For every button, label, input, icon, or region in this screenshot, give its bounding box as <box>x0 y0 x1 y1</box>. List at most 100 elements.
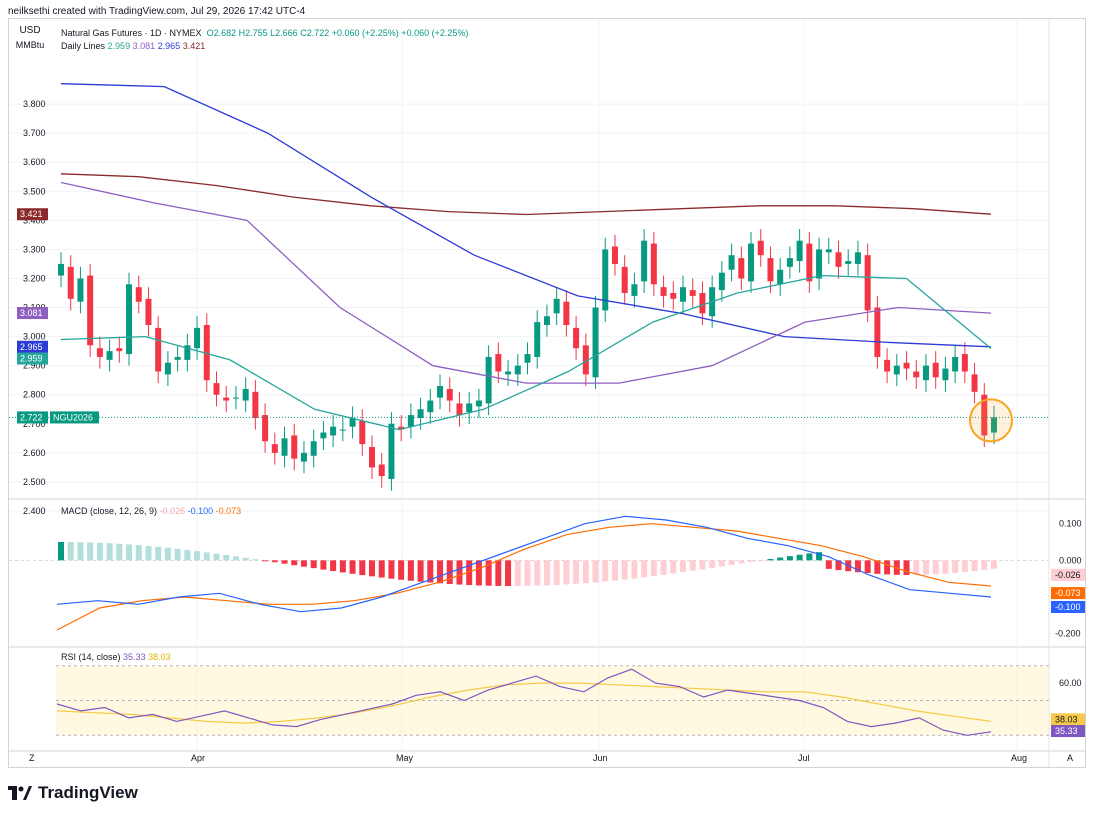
macd-histogram-bar <box>952 560 959 573</box>
macd-histogram-bar <box>981 560 988 570</box>
macd-histogram-bar <box>563 560 570 585</box>
macd-histogram-bar <box>388 560 395 579</box>
price-tick-label: 2.500 <box>23 477 46 487</box>
tag-ma-teal <box>17 352 48 365</box>
candle-body <box>543 316 550 325</box>
candle-body <box>194 327 201 349</box>
candle-body <box>602 249 609 311</box>
chart-attribution: neilksethi created with TradingView.com,… <box>8 6 306 17</box>
candle-body <box>339 429 346 431</box>
candle-body <box>884 359 891 372</box>
macd-histogram-bar <box>291 560 298 566</box>
macd-histogram-bar <box>339 560 346 573</box>
candle-body <box>203 324 210 381</box>
line-value-blue: 2.965 <box>157 41 181 51</box>
rsi-tag-rsi-text: 35.33 <box>1055 726 1078 736</box>
macd-histogram-bar <box>456 560 463 585</box>
candle-body <box>991 417 997 433</box>
line-value-purple: 3.081 <box>132 41 156 51</box>
price-tick-label: 3.600 <box>23 157 46 167</box>
candle-body <box>718 272 725 291</box>
macd-histogram-bar <box>660 560 667 575</box>
macd-histogram-bar <box>884 560 891 575</box>
price-tick-label: 2.400 <box>23 506 46 516</box>
rsi-legend-label: RSI (14, close) <box>61 652 121 662</box>
macd-histogram-bar <box>155 546 162 561</box>
macd-axis-label: 0.000 <box>1059 555 1082 565</box>
macd-histogram-bar <box>689 560 696 571</box>
macd-tag-hist-text: -0.026 <box>1055 570 1081 580</box>
macd-histogram-bar <box>330 560 337 572</box>
candle-body <box>271 444 278 453</box>
macd-histogram-bar <box>650 560 657 577</box>
macd-histogram-bar <box>942 560 949 574</box>
macd-histogram-bar <box>417 560 424 582</box>
macd-histogram-bar <box>58 542 64 561</box>
candle-body <box>534 322 541 357</box>
macd-histogram-bar <box>300 560 307 567</box>
macd-histogram-bar <box>96 542 103 561</box>
macd-histogram-bar <box>203 552 210 561</box>
macd-histogram-bar <box>738 560 745 564</box>
macd-histogram-bar <box>320 560 327 570</box>
macd-histogram-bar <box>932 560 939 575</box>
ohlc-change-2: +0.060 (+2.25%) <box>401 28 469 38</box>
macd-histogram-bar <box>524 560 531 586</box>
candle-body <box>573 327 580 349</box>
tag-current-text: 2.722 <box>20 412 43 422</box>
macd-tag-hist <box>1051 568 1085 581</box>
candle-body <box>398 426 405 430</box>
macd-histogram-bar <box>87 542 94 561</box>
time-tick-label: Apr <box>191 753 205 763</box>
candle-body <box>155 327 162 372</box>
candle-body <box>495 354 502 372</box>
ohlc-change: +0.060 (+2.25%) <box>331 28 399 38</box>
macd-legend-signal: -0.073 <box>215 506 242 516</box>
candle-body <box>524 354 531 363</box>
macd-histogram-bar <box>310 560 317 569</box>
tradingview-logo[interactable]: TradingView <box>8 783 138 803</box>
candle-body <box>232 397 239 399</box>
candle-body <box>641 240 648 282</box>
tag-ma-brown-text: 3.421 <box>20 209 43 219</box>
macd-histogram-bar <box>825 560 832 569</box>
ma-brown-line <box>60 173 992 216</box>
corner-right-label: A <box>1067 753 1073 763</box>
rsi-tag-ma <box>1051 713 1085 726</box>
macd-histogram-bar <box>816 552 823 561</box>
candle-body <box>514 365 521 375</box>
currency-unit-box[interactable]: USD MMBtu <box>14 24 46 60</box>
candle-body <box>505 371 512 375</box>
chart-panel[interactable]: 3.8003.7003.6003.5003.4003.3003.2003.100… <box>8 18 1086 768</box>
macd-histogram-bar <box>767 558 774 561</box>
candle-body <box>223 397 230 401</box>
candle-body <box>757 240 764 256</box>
unit-label: MMBtu <box>15 40 45 50</box>
symbol-title: Natural Gas Futures · 1D · NYMEX <box>61 28 202 38</box>
tag-ma-blue <box>17 340 48 353</box>
candle-body <box>942 368 949 381</box>
macd-histogram-bar <box>466 560 473 586</box>
macd-histogram-bar <box>495 560 502 586</box>
macd-histogram-bar <box>854 560 861 573</box>
price-tick-label: 3.300 <box>23 244 46 254</box>
price-tick-label: 3.500 <box>23 186 46 196</box>
candle-body <box>611 246 618 264</box>
candle-body <box>58 263 64 276</box>
candle-body <box>816 249 823 279</box>
macd-tag-macd <box>1051 601 1085 613</box>
macd-histogram-bar <box>262 560 269 562</box>
candle-body <box>174 356 181 360</box>
candle-body <box>670 293 677 299</box>
macd-legend-label: MACD (close, 12, 26, 9) <box>61 506 158 516</box>
candle-body <box>417 409 424 418</box>
tradingview-logo-icon <box>8 786 32 800</box>
highlight-circle <box>969 398 1013 443</box>
candle-body <box>475 400 482 407</box>
candle-body <box>806 243 813 282</box>
macd-histogram-bar <box>718 560 725 567</box>
macd-histogram-bar <box>670 560 677 574</box>
rsi-band <box>56 665 1049 736</box>
ohlc-low: L2.666 <box>270 28 298 38</box>
price-tick-label: 2.800 <box>23 390 46 400</box>
